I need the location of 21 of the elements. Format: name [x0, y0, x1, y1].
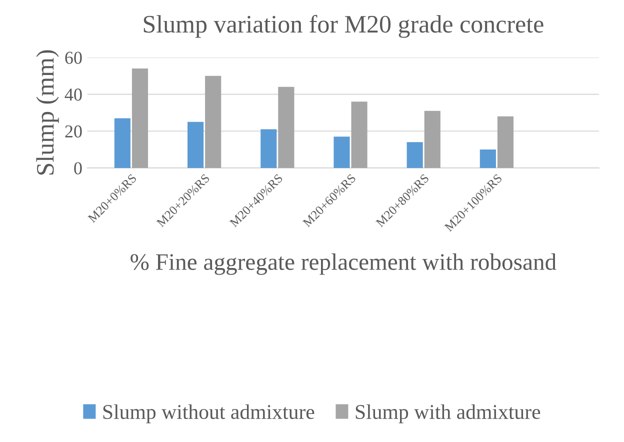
- legend-label: Slump with admixture: [356, 404, 540, 424]
- bar: [497, 116, 514, 168]
- x-axis-title: % Fine aggregate replacement with robosand: [130, 253, 556, 275]
- bar: [406, 142, 423, 168]
- bar: [480, 150, 496, 168]
- legend-label: Slump without admixture: [103, 404, 314, 424]
- bar: [260, 129, 277, 168]
- bar: [205, 76, 222, 168]
- bar: [334, 136, 350, 168]
- bar: [278, 86, 294, 168]
- bar: [351, 102, 368, 168]
- bar: [132, 68, 148, 168]
- y-axis-title: Slump (mm): [36, 50, 59, 175]
- y-tick-label: 0: [74, 162, 82, 174]
- y-tick-label: 40: [64, 88, 82, 101]
- bar: [114, 118, 130, 168]
- bar: [188, 122, 204, 168]
- bar: [424, 110, 440, 168]
- chart-title: Slump variation for M20 grade concrete: [144, 14, 544, 38]
- y-tick-label: 60: [65, 52, 82, 64]
- y-tick-label: 20: [65, 125, 82, 138]
